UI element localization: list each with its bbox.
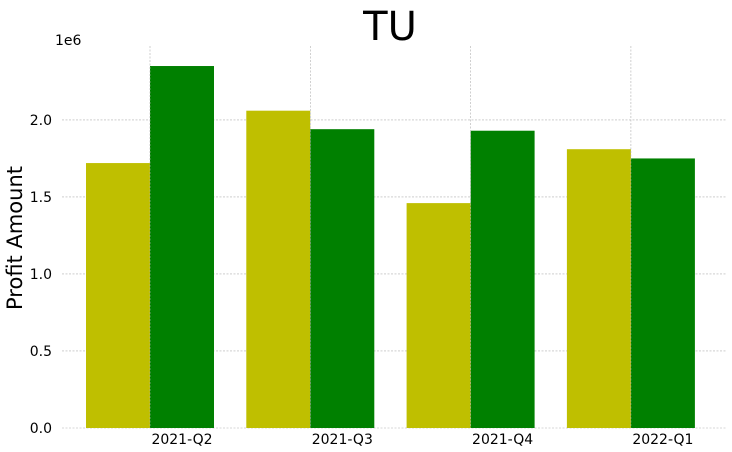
tick-labels: 0.0 0.5 1.0 1.5 2.0 2021-Q2 2021-Q3 2021-Q4 2022… (30, 113, 694, 448)
bar-series-2 (310, 129, 375, 428)
y-tick-label: 1.0 (30, 267, 52, 283)
bar-series-1 (246, 110, 311, 429)
x-tick-label: 2022-Q1 (632, 432, 693, 448)
bar-series-2 (470, 130, 535, 428)
x-tick-label: 2021-Q3 (312, 432, 373, 448)
y-axis-label: Profit Amount (3, 166, 27, 310)
bar-series-2 (630, 158, 695, 428)
y-tick-label: 2.0 (30, 113, 52, 129)
bar-series-1 (566, 149, 631, 429)
chart-title: TU (362, 4, 417, 50)
y-offset-label: 1e6 (55, 33, 82, 49)
y-tick-label: 0.0 (30, 421, 52, 437)
bar-series-1 (86, 163, 150, 428)
x-tick-label: 2021-Q2 (151, 432, 212, 448)
y-tick-label: 1.5 (30, 190, 52, 206)
bar-series-2 (150, 66, 214, 428)
x-tick-label: 2021-Q4 (472, 432, 533, 448)
bar-series-1 (406, 203, 471, 428)
y-tick-label: 0.5 (30, 344, 52, 360)
vertical-grid (149, 46, 632, 428)
bars (86, 66, 695, 429)
